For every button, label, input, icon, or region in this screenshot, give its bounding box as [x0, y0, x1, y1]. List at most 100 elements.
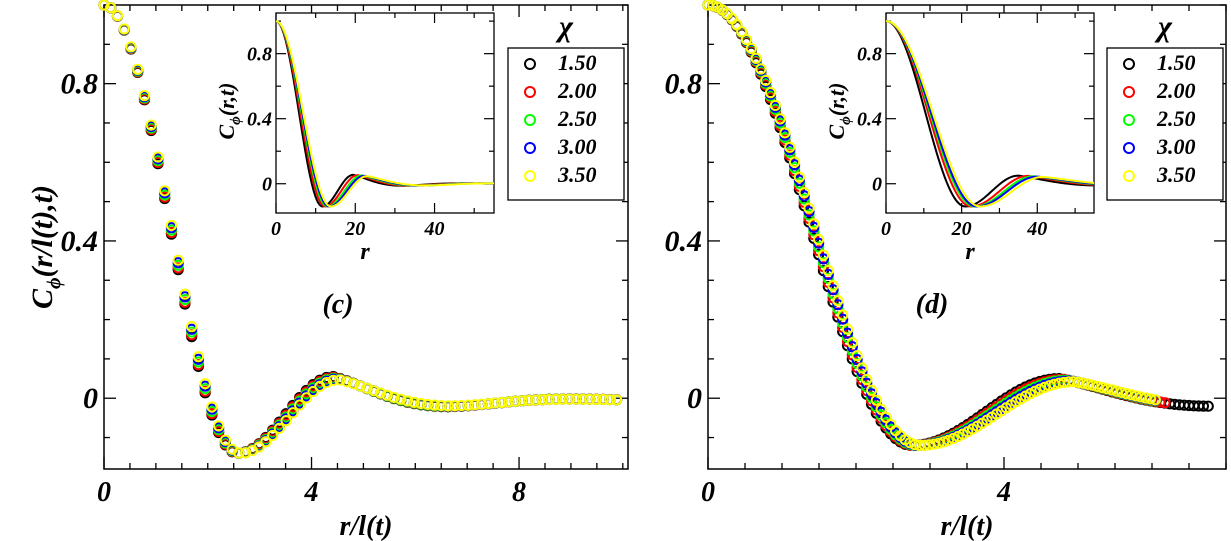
- y-axis-title-args: (r/l(t),t): [26, 185, 59, 277]
- inset-y-tick-label: 0.8: [247, 44, 272, 66]
- data-point-3.00: [813, 237, 825, 249]
- data-point-3.50: [740, 34, 753, 46]
- y-tick-label: 0.4: [665, 225, 703, 258]
- data-point-3.50: [1144, 393, 1157, 405]
- inset-y-axis-title-sub: ϕ: [228, 116, 244, 125]
- data-point-3.50: [395, 393, 407, 405]
- data-point-3.50: [550, 393, 562, 405]
- data-point-3.50: [827, 280, 839, 292]
- data-point-3.50: [760, 74, 772, 87]
- data-point-3.50: [320, 376, 333, 389]
- data-point-3.50: [179, 288, 191, 300]
- data-point-3.50: [832, 295, 844, 307]
- inset-y-axis-title-main: C: [214, 125, 239, 140]
- data-point-3.50: [590, 393, 602, 405]
- data-point-3.50: [300, 392, 312, 404]
- data-point-3.50: [851, 350, 863, 362]
- data-point-3.00: [846, 341, 858, 353]
- legend-label: 1.50: [1157, 50, 1196, 75]
- x-axis-title: r/l(t): [941, 511, 994, 541]
- data-point-3.50: [1039, 381, 1051, 393]
- inset-y-axis-title-main: C: [824, 125, 849, 140]
- panel-d: 0 400.40.8r/l(t)(d)χ1.502.002.503.003.500…: [665, 0, 1227, 541]
- legend-marker-2.00: [1123, 86, 1135, 98]
- legend-marker-2.50: [1123, 114, 1135, 126]
- data-point-3.50: [341, 376, 353, 388]
- inset-x-tick-label: 0: [271, 218, 281, 240]
- x-tick-label: 0: [97, 477, 111, 508]
- data-point-3.50: [233, 447, 245, 459]
- data-point-3.50: [803, 202, 815, 214]
- data-point-3.50: [707, 0, 719, 12]
- data-point-3.50: [361, 382, 373, 394]
- inset-y-tick-label: 0.4: [857, 109, 882, 131]
- data-point-3.50: [769, 99, 781, 112]
- legend-marker-3.50: [524, 170, 536, 182]
- legend-title: χ: [1154, 10, 1173, 43]
- data-point-2.50: [817, 257, 830, 269]
- data-point-3.50: [381, 389, 393, 401]
- data-point-3.50: [240, 447, 252, 459]
- data-point-3.50: [469, 399, 481, 411]
- x-tick-label: 4: [996, 477, 1011, 508]
- y-tick-label: 0.8: [665, 68, 703, 101]
- inset-y-tick-label: 0: [262, 174, 272, 196]
- data-point-3.50: [846, 337, 858, 349]
- data-point-3.50: [1149, 394, 1161, 406]
- data-point-2.50: [803, 209, 815, 221]
- data-point-3.50: [822, 264, 834, 277]
- data-point-3.50: [563, 393, 575, 405]
- data-point-3.50: [347, 378, 360, 390]
- data-point-3.50: [570, 393, 582, 405]
- data-point-3.50: [482, 398, 495, 410]
- data-point-3.50: [374, 387, 387, 399]
- data-point-3.50: [165, 219, 178, 232]
- data-point-3.50: [745, 42, 757, 55]
- data-point-3.50: [219, 434, 232, 446]
- data-point-3.50: [793, 171, 805, 183]
- data-point-3.50: [736, 26, 748, 38]
- legend-title: χ: [555, 10, 574, 43]
- data-point-3.50: [260, 436, 272, 448]
- inset-x-axis-title: r: [360, 239, 370, 265]
- data-point-3.50: [808, 218, 820, 230]
- inset-x-tick-label: 0: [881, 218, 891, 240]
- inset-y-tick-label: 0.4: [247, 109, 272, 131]
- x-tick-label: 4: [304, 477, 319, 508]
- data-point-3.50: [206, 401, 218, 413]
- data-point-3.50: [536, 394, 548, 406]
- data-point-3.50: [764, 87, 777, 99]
- x-tick-label: 0: [701, 477, 715, 508]
- data-point-3.50: [111, 10, 124, 22]
- data-point-3.50: [280, 415, 292, 427]
- plot-frame: [103, 4, 629, 470]
- inset-y-axis-title-args: (r,t): [824, 83, 849, 117]
- data-point-3.00: [827, 284, 839, 296]
- legend-marker-3.00: [524, 142, 536, 154]
- inset-x-tick-label: 20: [951, 218, 972, 240]
- inset-y-axis-title-args: (r,t): [214, 83, 239, 117]
- data-point-3.50: [779, 127, 791, 139]
- data-point-3.50: [610, 394, 623, 406]
- legend-label: 1.50: [558, 50, 597, 75]
- data-point-3.50: [509, 395, 522, 407]
- data-point-3.50: [267, 429, 279, 442]
- data-point-3.50: [307, 385, 319, 398]
- legend-marker-1.50: [524, 58, 536, 70]
- data-point-3.50: [938, 436, 950, 448]
- y-axis-title-sub: ϕ: [43, 277, 65, 289]
- data-point-3.50: [132, 63, 144, 75]
- data-point-2.50: [813, 241, 825, 253]
- inset-y-tick-label: 0.8: [857, 44, 882, 66]
- inset-line-3.50: [885, 20, 1095, 208]
- data-point-3.50: [933, 437, 945, 449]
- inset-x-axis-title: r: [965, 239, 975, 265]
- legend-label: 3.50: [1156, 162, 1196, 187]
- data-point-3.50: [865, 384, 878, 396]
- data-markers: [702, 0, 1214, 452]
- y-tick-label: 0: [83, 382, 98, 415]
- data-point-3.50: [557, 393, 569, 405]
- x-axis-title: r/l(t): [340, 511, 393, 541]
- inset-x-tick-label: 20: [344, 218, 365, 240]
